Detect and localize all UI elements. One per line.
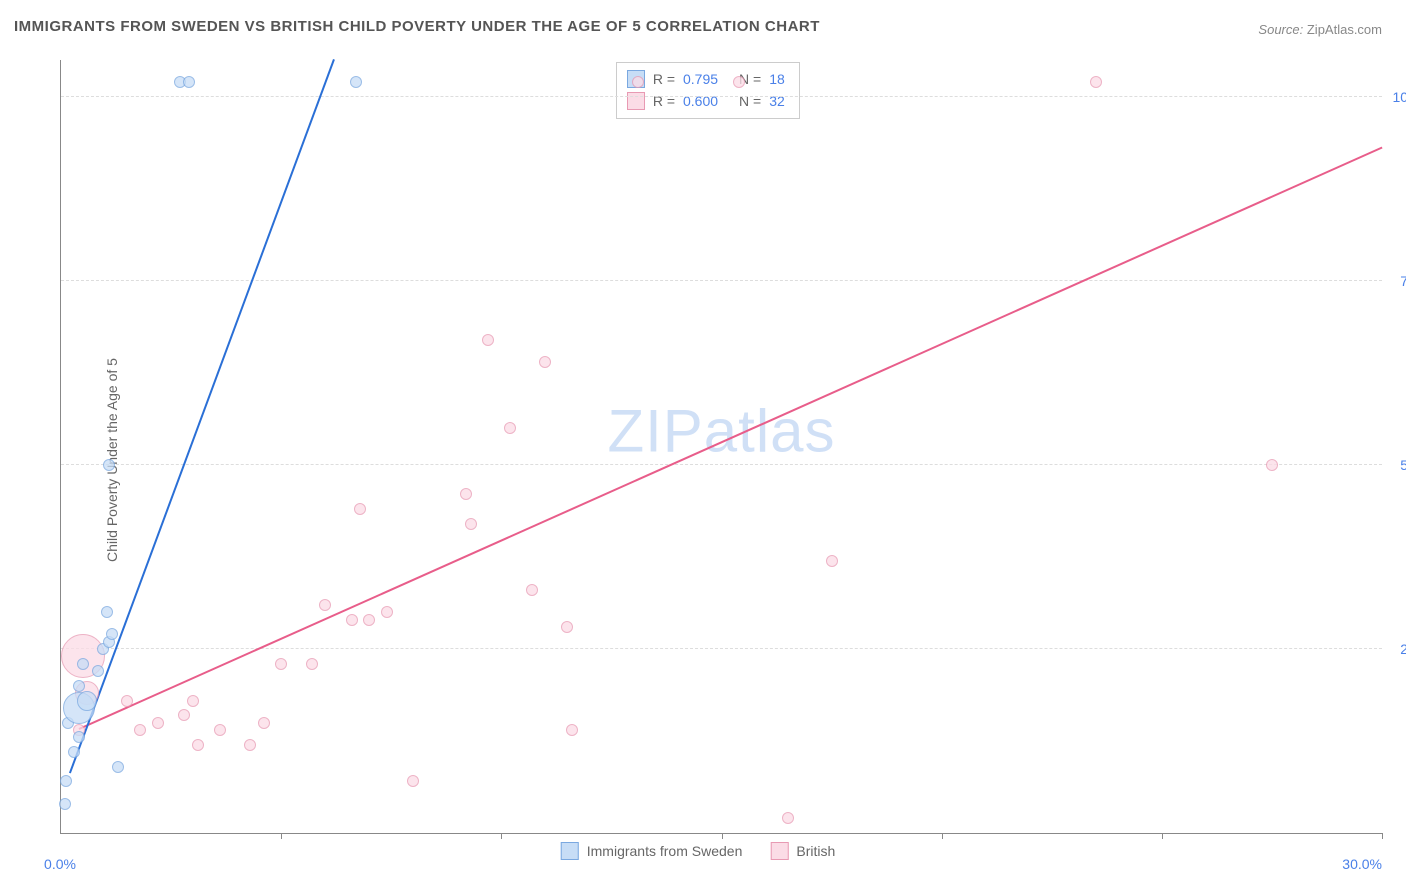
y-tick-label: 75.0% [1400, 273, 1406, 289]
x-tick [501, 833, 502, 839]
data-point [407, 775, 419, 787]
data-point [465, 518, 477, 530]
data-point [121, 695, 133, 707]
data-point [187, 695, 199, 707]
data-point [244, 739, 256, 751]
chart-title: IMMIGRANTS FROM SWEDEN VS BRITISH CHILD … [14, 18, 820, 35]
x-tick [722, 833, 723, 839]
legend-swatch [627, 92, 645, 110]
data-point [482, 334, 494, 346]
legend-swatch [770, 842, 788, 860]
plot-area: ZIPatlas R =0.795N =18R =0.600N =32 25.0… [60, 60, 1382, 834]
data-point [101, 606, 113, 618]
legend-label: Immigrants from Sweden [587, 843, 743, 859]
data-point [733, 76, 745, 88]
data-point [258, 717, 270, 729]
data-point [381, 606, 393, 618]
y-tick-label: 50.0% [1400, 457, 1406, 473]
data-point [73, 680, 85, 692]
data-point [561, 621, 573, 633]
data-point [1266, 459, 1278, 471]
data-point [77, 658, 89, 670]
x-tick [1382, 833, 1383, 839]
data-point [782, 812, 794, 824]
x-axis-min-label: 0.0% [44, 856, 76, 872]
data-point [566, 724, 578, 736]
x-axis-max-label: 30.0% [1342, 856, 1382, 872]
data-point [106, 628, 118, 640]
legend-row: R =0.600N =32 [627, 90, 785, 112]
data-point [539, 356, 551, 368]
data-point [77, 691, 97, 711]
data-point [59, 798, 71, 810]
regression-line [69, 59, 335, 774]
legend-item: Immigrants from Sweden [561, 842, 743, 860]
data-point [346, 614, 358, 626]
x-tick [942, 833, 943, 839]
correlation-legend: R =0.795N =18R =0.600N =32 [616, 62, 800, 119]
source-label: Source: [1258, 22, 1303, 37]
data-point [306, 658, 318, 670]
data-point [504, 422, 516, 434]
data-point [183, 76, 195, 88]
data-point [350, 76, 362, 88]
source-value: ZipAtlas.com [1307, 22, 1382, 37]
data-point [92, 665, 104, 677]
data-point [73, 731, 85, 743]
data-point [526, 584, 538, 596]
data-point [192, 739, 204, 751]
gridline-h [61, 464, 1382, 465]
data-point [460, 488, 472, 500]
data-point [363, 614, 375, 626]
legend-row: R =0.795N =18 [627, 68, 785, 90]
x-tick [1162, 833, 1163, 839]
data-point [214, 724, 226, 736]
y-tick-label: 100.0% [1393, 89, 1406, 105]
y-tick-label: 25.0% [1400, 641, 1406, 657]
x-tick [281, 833, 282, 839]
data-point [68, 746, 80, 758]
source-attribution: Source: ZipAtlas.com [1258, 22, 1382, 37]
legend-item: British [770, 842, 835, 860]
data-point [134, 724, 146, 736]
data-point [354, 503, 366, 515]
data-point [103, 459, 115, 471]
data-point [319, 599, 331, 611]
legend-swatch [561, 842, 579, 860]
data-point [275, 658, 287, 670]
chart-container: Child Poverty Under the Age of 5 ZIPatla… [14, 48, 1382, 872]
series-legend: Immigrants from Sweden British [561, 842, 836, 860]
legend-label: British [796, 843, 835, 859]
gridline-h [61, 96, 1382, 97]
data-point [112, 761, 124, 773]
data-point [826, 555, 838, 567]
data-point [152, 717, 164, 729]
data-point [1090, 76, 1102, 88]
data-point [60, 775, 72, 787]
data-point [178, 709, 190, 721]
regression-line [78, 146, 1382, 730]
gridline-h [61, 280, 1382, 281]
data-point [632, 76, 644, 88]
